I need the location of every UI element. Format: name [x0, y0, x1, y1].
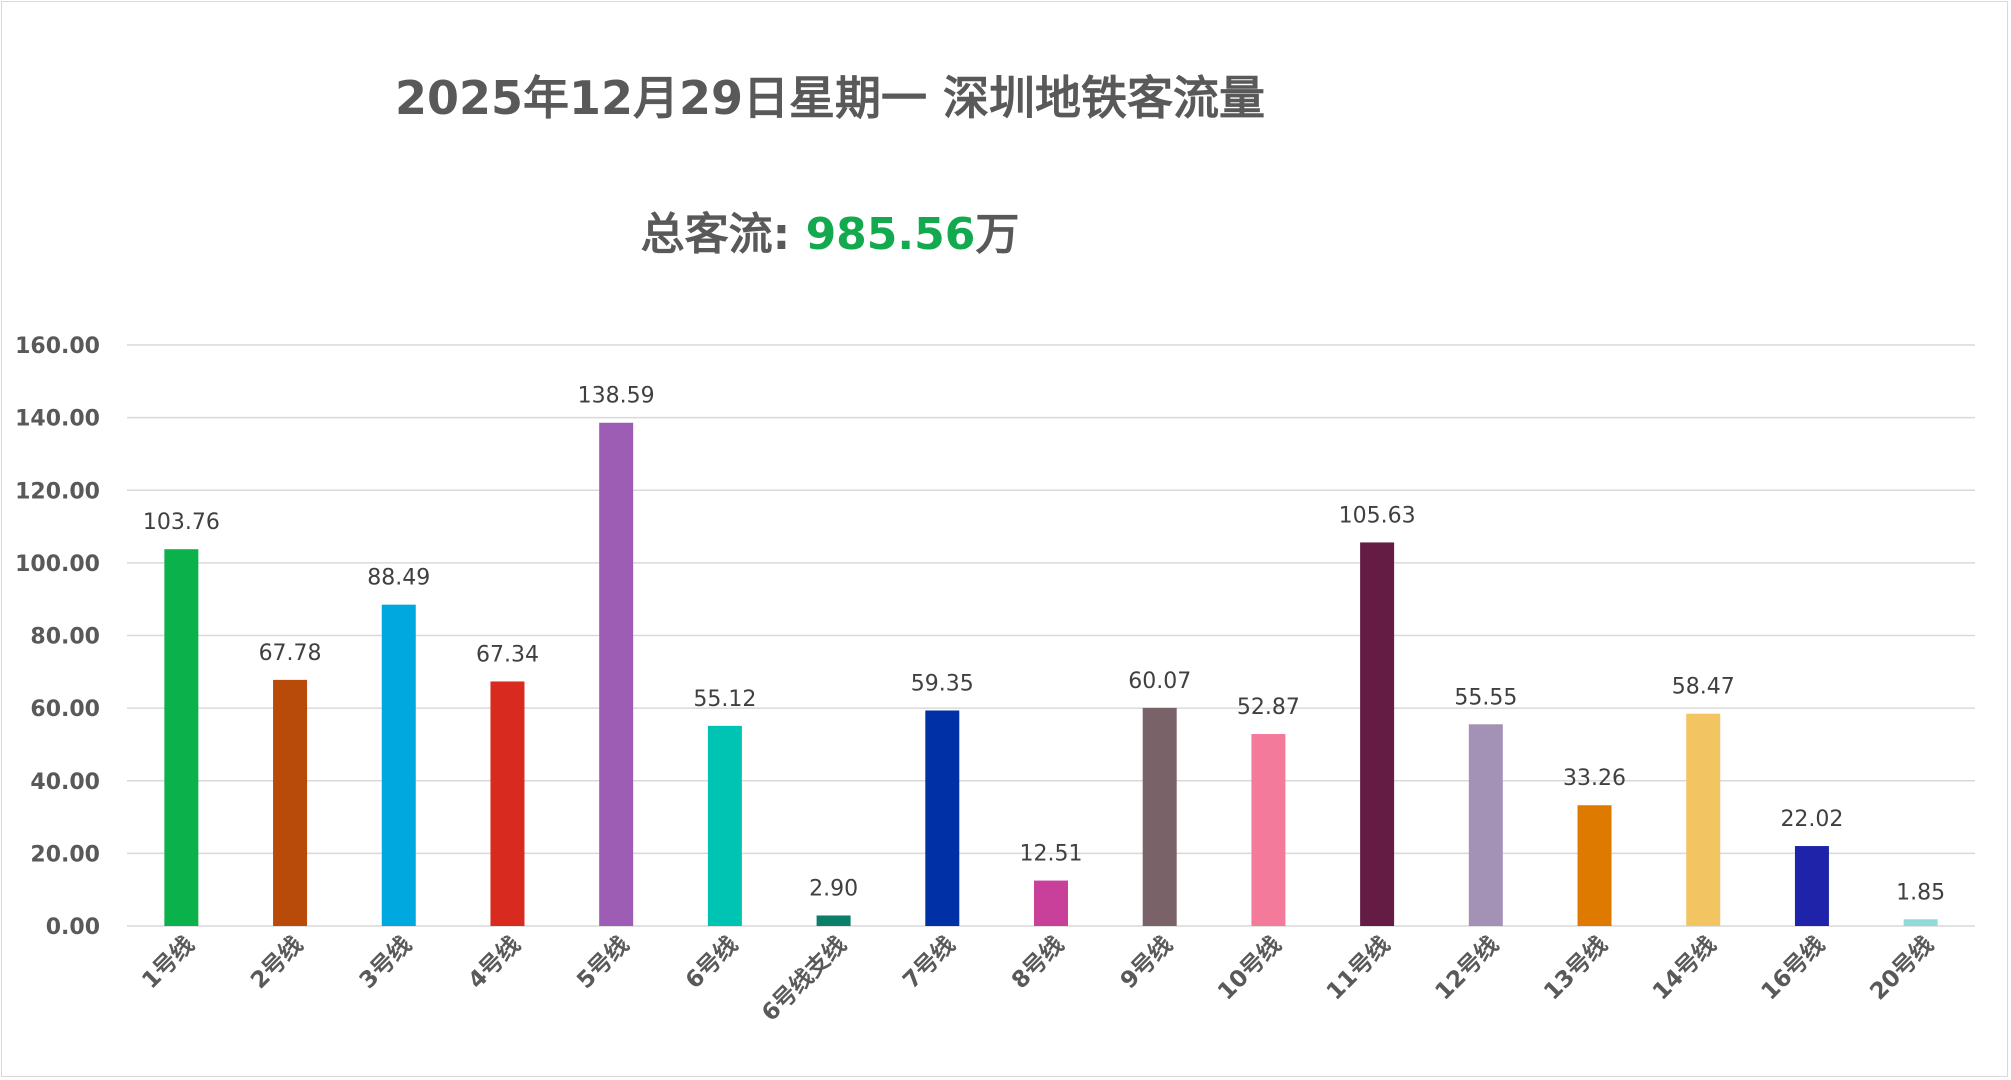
y-tick-label: 100.00 [15, 552, 100, 577]
y-tick-label: 60.00 [30, 697, 100, 722]
bar [1034, 880, 1068, 926]
bar [925, 710, 960, 926]
y-tick-label: 80.00 [30, 625, 100, 650]
bar [816, 915, 851, 926]
data-label: 1.85 [1896, 880, 1945, 905]
x-tick-label: 3号线 [354, 931, 417, 994]
bar [707, 725, 742, 926]
y-tick-label: 120.00 [15, 479, 100, 504]
y-axis-ticks: 0.00 20.00 40.00 60.00 80.00 100.00 120.00 140.… [15, 334, 100, 940]
chart-title: 2025年12月29日星期一 深圳地铁客流量 [394, 71, 1266, 125]
bar [1468, 724, 1503, 926]
data-label: 103.76 [143, 510, 220, 535]
data-label: 59.35 [911, 671, 974, 696]
chart-subtitle: 总客流: 985.56万 [0, 198, 1660, 262]
x-tick-label: 7号线 [898, 931, 961, 994]
data-label: 2.90 [809, 876, 858, 901]
bars [164, 422, 1938, 926]
data-label: 105.63 [1339, 503, 1416, 528]
data-label: 58.47 [1672, 675, 1735, 700]
bar [1142, 707, 1177, 926]
x-tick-label: 14号线 [1647, 931, 1721, 1005]
x-tick-label: 6号线 [680, 931, 743, 994]
bar [1903, 919, 1938, 926]
data-label: 55.12 [693, 687, 756, 712]
bar [1360, 542, 1395, 926]
bar [1251, 734, 1286, 926]
y-tick-label: 160.00 [15, 334, 100, 359]
data-label: 33.26 [1563, 766, 1626, 791]
data-label: 52.87 [1237, 695, 1300, 720]
data-label: 88.49 [367, 566, 430, 591]
bar [1794, 846, 1829, 926]
x-tick-label: 10号线 [1212, 931, 1286, 1005]
total-unit: 万 [975, 209, 1020, 260]
data-label: 22.02 [1780, 807, 1843, 832]
bar [164, 549, 199, 926]
x-tick-label: 1号线 [137, 931, 200, 994]
data-labels: 103.76 67.78 88.49 67.34 138.59 55.12 2.90 59.3… [143, 384, 1945, 906]
x-tick-label: 4号线 [463, 931, 526, 994]
data-label: 55.55 [1454, 685, 1517, 710]
y-tick-label: 40.00 [30, 770, 100, 795]
x-tick-label: 6号线支线 [756, 931, 851, 1026]
x-tick-label: 5号线 [571, 931, 634, 994]
bar [1686, 713, 1721, 926]
total-label: 总客流: [640, 209, 806, 260]
data-label: 67.34 [476, 642, 539, 667]
bar [599, 422, 634, 926]
data-label: 60.07 [1128, 669, 1191, 694]
bar [381, 604, 416, 926]
bar [273, 679, 308, 926]
x-tick-label: 8号线 [1006, 931, 1069, 994]
y-tick-label: 140.00 [15, 407, 100, 432]
bar [1577, 805, 1612, 926]
data-label: 67.78 [259, 641, 322, 666]
data-label: 12.51 [1020, 842, 1083, 867]
x-tick-label: 16号线 [1756, 931, 1830, 1005]
x-tick-label: 9号线 [1115, 931, 1178, 994]
x-tick-label: 2号线 [245, 931, 308, 994]
y-tick-label: 20.00 [30, 842, 100, 867]
x-tick-label: 11号线 [1321, 931, 1395, 1005]
data-label: 138.59 [578, 384, 655, 409]
bar [490, 681, 525, 926]
x-tick-label: 20号线 [1865, 931, 1939, 1005]
x-axis-ticks: 1号线 2号线 3号线 4号线 5号线 6号线 6号线支线 7号线 8号线 9号线 10号线 11号线… [137, 931, 1939, 1026]
x-tick-label: 12号线 [1430, 931, 1504, 1005]
x-tick-label: 13号线 [1539, 931, 1613, 1005]
y-tick-label: 0.00 [46, 915, 100, 940]
total-value: 985.56 [805, 209, 976, 260]
